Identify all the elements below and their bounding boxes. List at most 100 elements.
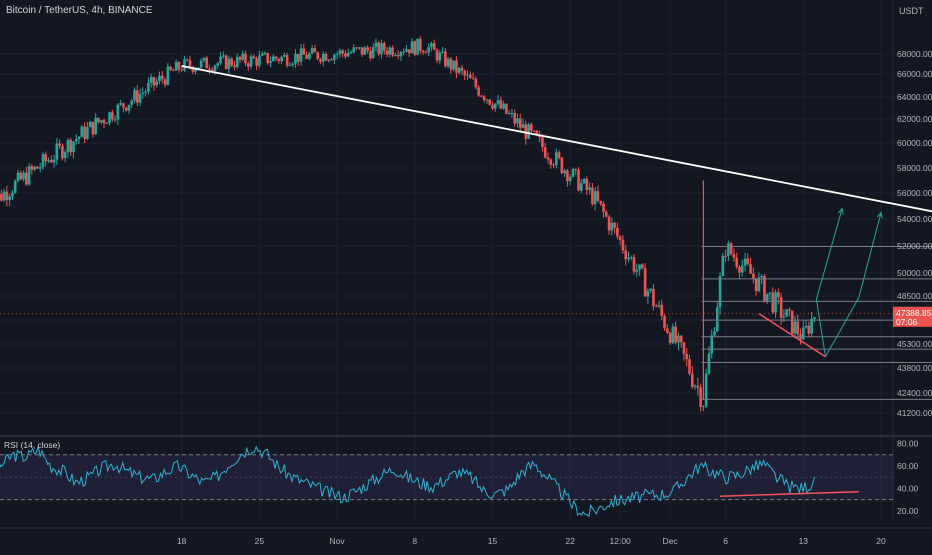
candle-body [258, 55, 261, 66]
candle-body [402, 51, 405, 53]
candle-body [707, 353, 711, 374]
price-tick-label: 62000.00 [897, 114, 932, 124]
candle-body [530, 124, 533, 131]
candle-body [754, 278, 758, 292]
price-tick-label: 48500.00 [897, 291, 932, 301]
candle-body [260, 53, 264, 56]
candle-body [571, 169, 575, 177]
candle-body [377, 42, 381, 55]
candle-body [74, 139, 78, 142]
candle-body [474, 78, 478, 88]
candle-body [266, 52, 270, 64]
candle-body [593, 191, 597, 204]
candle-body [641, 264, 644, 269]
candle-body [785, 309, 788, 317]
candle-body [302, 48, 306, 55]
candle-body [25, 172, 28, 185]
candle-body [194, 68, 197, 72]
candle-body [793, 321, 797, 334]
candle-body [149, 77, 153, 83]
price-tick-label: 42400.00 [897, 388, 932, 398]
candle-body [16, 172, 20, 181]
projection-arrowhead [876, 211, 883, 219]
candle-body [582, 178, 586, 184]
rsi-tick-label: 40.00 [897, 483, 919, 493]
candle-body [47, 160, 50, 162]
candle-body [449, 58, 453, 70]
candle-body [618, 236, 622, 240]
time-tick-label: 6 [723, 536, 728, 546]
candle-body [580, 183, 583, 191]
candle-body [591, 187, 594, 204]
candle-body [779, 297, 783, 318]
candle-body [147, 82, 150, 92]
candle-body [363, 47, 367, 55]
candle-body [446, 58, 450, 67]
candle-body [177, 62, 181, 70]
candle-body [574, 169, 578, 171]
candle-body [410, 41, 414, 54]
time-tick-label: 15 [488, 536, 498, 546]
time-tick-label: 22 [565, 536, 575, 546]
candle-body [455, 60, 458, 73]
candle-body [13, 180, 17, 193]
candle-body [413, 41, 417, 55]
candle-body [216, 63, 220, 66]
candle-body [199, 60, 203, 68]
candle-body [197, 67, 200, 69]
candle-body [33, 166, 36, 170]
candle-body [5, 191, 9, 201]
candle-body [774, 292, 777, 313]
candle-body [52, 159, 56, 163]
candle-body [238, 56, 242, 60]
candle-body [349, 52, 353, 54]
candle-body [91, 121, 95, 135]
candle-body [122, 103, 125, 108]
candle-body [346, 52, 350, 57]
rsi-line [0, 445, 815, 518]
candle-body [452, 60, 455, 70]
candle-body [621, 239, 625, 251]
candle-body [11, 192, 14, 197]
candle-body [646, 290, 650, 297]
time-tick-label: 18 [177, 536, 187, 546]
candle-body [485, 99, 489, 101]
candle-body [480, 95, 483, 97]
candle-body [205, 57, 208, 69]
candle-body [632, 257, 636, 272]
candle-body [505, 103, 508, 114]
rsi-title: RSI (14, close) [4, 440, 60, 450]
price-tick-label: 64000.00 [897, 92, 932, 102]
time-tick-label: Nov [330, 536, 346, 546]
candle-body [610, 222, 614, 231]
candle-body [713, 331, 716, 336]
candle-body [735, 257, 738, 267]
candle-body [235, 56, 239, 68]
candle-body [729, 243, 733, 255]
candle-body [333, 54, 336, 60]
candle-body [740, 265, 744, 273]
candle-body [41, 154, 45, 168]
candle-body [371, 47, 375, 59]
candle-body [49, 160, 53, 163]
candle-body [127, 104, 131, 111]
candle-body [27, 166, 31, 185]
candle-body [55, 143, 59, 160]
candle-body [169, 66, 172, 70]
candle-body [560, 157, 564, 174]
candle-body [271, 56, 275, 62]
candle-body [535, 130, 539, 136]
candle-body [61, 145, 64, 159]
candle-body [477, 87, 480, 96]
candle-body [133, 90, 136, 101]
candle-body [294, 53, 297, 64]
candle-body [643, 268, 647, 297]
candle-body [44, 154, 48, 162]
candle-body [432, 43, 436, 50]
candle-body [138, 93, 142, 103]
candle-body [654, 306, 658, 308]
candle-body [374, 42, 378, 48]
candle-body [291, 63, 294, 66]
candle-body [557, 152, 561, 158]
